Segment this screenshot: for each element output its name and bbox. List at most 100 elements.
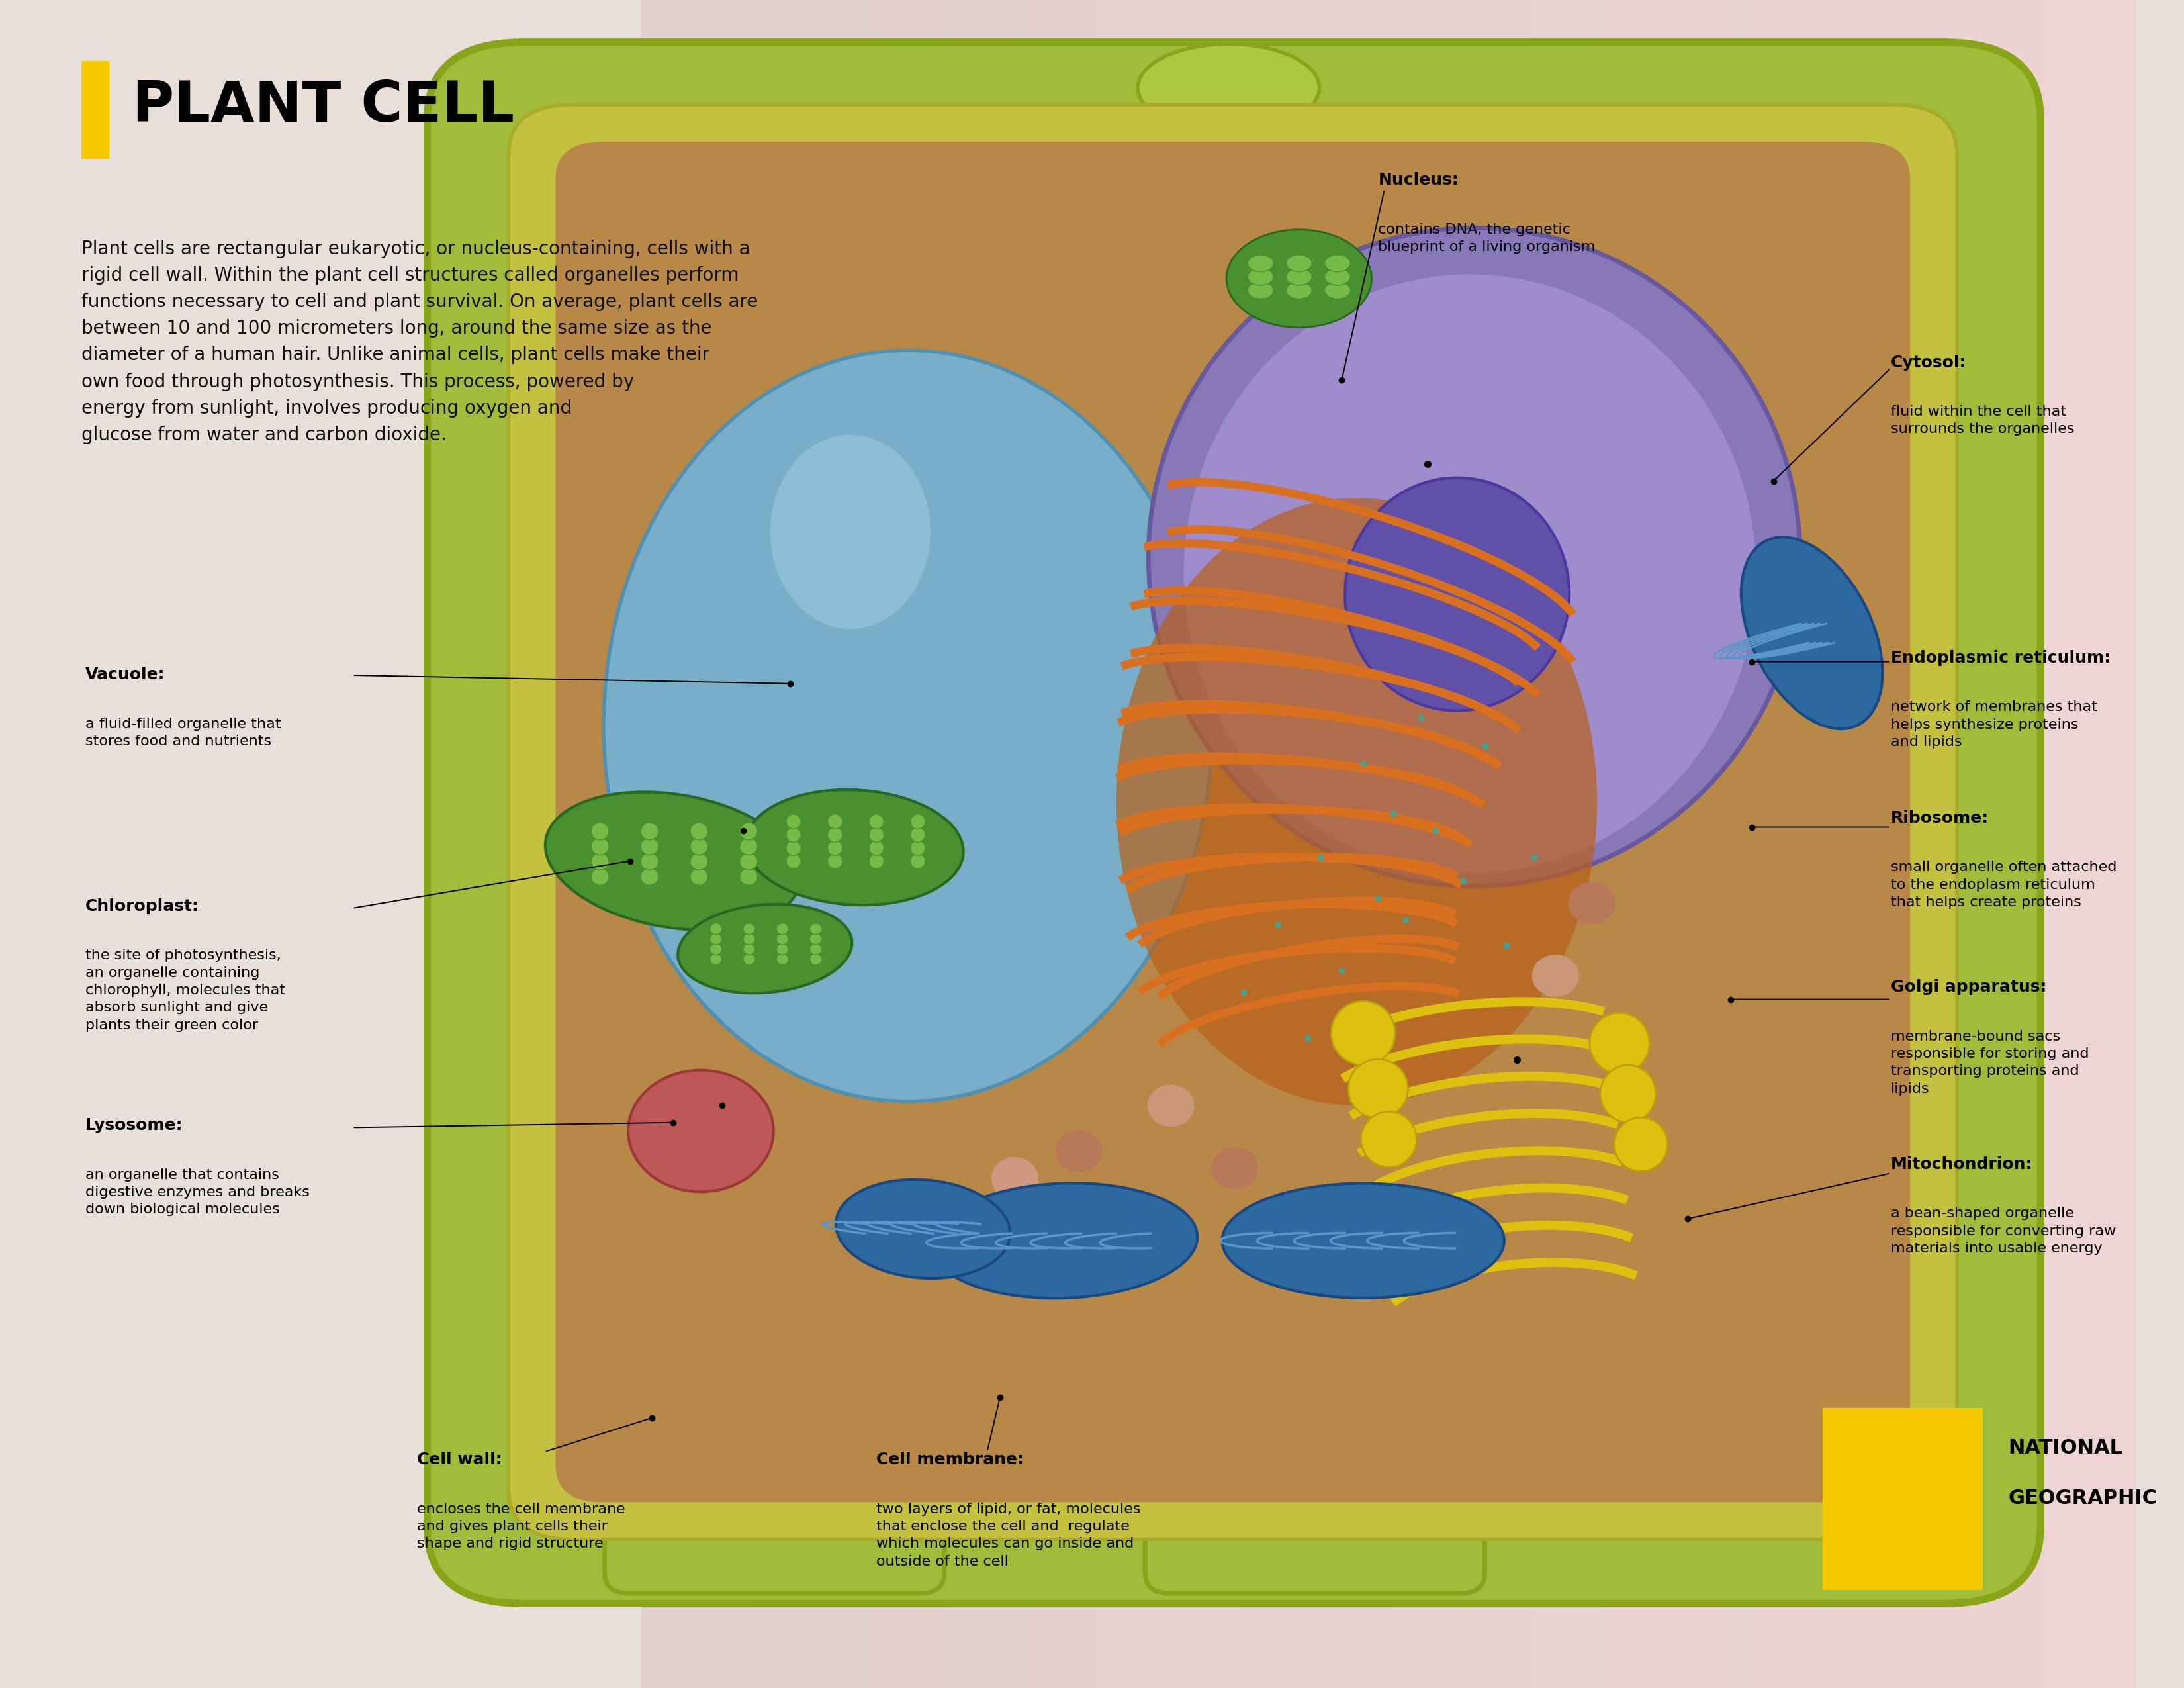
Text: the site of photosynthesis,
an organelle containing
chlorophyll, molecules that
: the site of photosynthesis, an organelle… xyxy=(85,949,286,1031)
Ellipse shape xyxy=(740,822,758,841)
FancyBboxPatch shape xyxy=(1144,1409,1485,1593)
Ellipse shape xyxy=(771,434,930,628)
Ellipse shape xyxy=(592,822,609,841)
Ellipse shape xyxy=(1348,1060,1409,1119)
Ellipse shape xyxy=(1138,44,1319,132)
Ellipse shape xyxy=(1614,1117,1669,1171)
Ellipse shape xyxy=(778,944,788,955)
Ellipse shape xyxy=(1361,1111,1417,1168)
Ellipse shape xyxy=(740,868,758,885)
Ellipse shape xyxy=(911,841,926,856)
Ellipse shape xyxy=(592,852,609,869)
Text: Ribosome:: Ribosome: xyxy=(1891,810,1990,825)
Text: contains DNA, the genetic
blueprint of a living organism: contains DNA, the genetic blueprint of a… xyxy=(1378,223,1594,253)
Ellipse shape xyxy=(869,827,885,842)
Ellipse shape xyxy=(743,933,756,945)
Ellipse shape xyxy=(640,868,657,885)
Ellipse shape xyxy=(810,923,821,935)
Ellipse shape xyxy=(836,1180,1011,1278)
Ellipse shape xyxy=(786,814,802,829)
Ellipse shape xyxy=(828,827,843,842)
Ellipse shape xyxy=(592,837,609,854)
Text: PLANT CELL: PLANT CELL xyxy=(133,79,515,133)
Ellipse shape xyxy=(743,944,756,955)
Ellipse shape xyxy=(911,854,926,869)
Ellipse shape xyxy=(1247,255,1273,272)
Ellipse shape xyxy=(869,854,885,869)
Ellipse shape xyxy=(1286,268,1313,285)
Text: NATIONAL: NATIONAL xyxy=(2009,1438,2123,1457)
Ellipse shape xyxy=(747,790,963,905)
Ellipse shape xyxy=(640,837,657,854)
Ellipse shape xyxy=(1147,1085,1195,1128)
Ellipse shape xyxy=(1149,228,1800,886)
Text: Endoplasmic reticulum:: Endoplasmic reticulum: xyxy=(1891,650,2110,665)
Ellipse shape xyxy=(743,954,756,966)
Ellipse shape xyxy=(1590,1013,1649,1074)
Text: Lysosome:: Lysosome: xyxy=(85,1117,183,1133)
FancyBboxPatch shape xyxy=(605,1409,943,1593)
Text: Vacuole:: Vacuole: xyxy=(85,667,166,682)
Ellipse shape xyxy=(743,923,756,935)
Ellipse shape xyxy=(1326,255,1350,272)
Text: a bean-shaped organelle
responsible for converting raw
materials into usable ene: a bean-shaped organelle responsible for … xyxy=(1891,1207,2116,1256)
Text: Mitochondrion:: Mitochondrion: xyxy=(1891,1156,2033,1171)
FancyBboxPatch shape xyxy=(509,105,1957,1539)
Ellipse shape xyxy=(1247,268,1273,285)
Ellipse shape xyxy=(1326,268,1350,285)
Ellipse shape xyxy=(640,852,657,869)
Ellipse shape xyxy=(810,954,821,966)
Ellipse shape xyxy=(1184,275,1756,874)
Text: a fluid-filled organelle that
stores food and nutrients: a fluid-filled organelle that stores foo… xyxy=(85,717,282,748)
Text: two layers of lipid, or fat, molecules
that enclose the cell and  regulate
which: two layers of lipid, or fat, molecules t… xyxy=(876,1502,1140,1568)
Text: Cytosol:: Cytosol: xyxy=(1891,354,1966,370)
Ellipse shape xyxy=(1601,1065,1655,1123)
Ellipse shape xyxy=(629,1070,773,1192)
Ellipse shape xyxy=(677,905,852,993)
Ellipse shape xyxy=(710,954,721,966)
Ellipse shape xyxy=(786,841,802,856)
Ellipse shape xyxy=(740,837,758,854)
Bar xyxy=(1832,1421,1972,1582)
Ellipse shape xyxy=(1741,537,1883,729)
Text: Plant cells are rectangular eukaryotic, or nucleus-containing, cells with a
rigi: Plant cells are rectangular eukaryotic, … xyxy=(81,240,758,444)
Text: Cell wall:: Cell wall: xyxy=(417,1452,502,1467)
FancyBboxPatch shape xyxy=(555,142,1911,1502)
Ellipse shape xyxy=(911,827,926,842)
Ellipse shape xyxy=(778,923,788,935)
Text: encloses the cell membrane
and gives plant cells their
shape and rigid structure: encloses the cell membrane and gives pla… xyxy=(417,1502,625,1551)
Ellipse shape xyxy=(1345,478,1570,711)
Ellipse shape xyxy=(690,852,708,869)
Text: network of membranes that
helps synthesize proteins
and lipids: network of membranes that helps synthesi… xyxy=(1891,701,2097,749)
Ellipse shape xyxy=(1212,1148,1258,1188)
Text: Nucleus:: Nucleus: xyxy=(1378,172,1459,187)
Bar xyxy=(81,61,109,159)
Ellipse shape xyxy=(546,792,802,930)
Ellipse shape xyxy=(778,954,788,966)
Ellipse shape xyxy=(1326,282,1350,299)
Ellipse shape xyxy=(710,944,721,955)
Ellipse shape xyxy=(828,854,843,869)
Ellipse shape xyxy=(810,933,821,945)
Ellipse shape xyxy=(1568,881,1616,925)
Text: Chloroplast:: Chloroplast: xyxy=(85,898,199,913)
Ellipse shape xyxy=(1330,1001,1396,1065)
Ellipse shape xyxy=(828,841,843,856)
Ellipse shape xyxy=(1247,282,1273,299)
Bar xyxy=(1821,1408,1983,1590)
Ellipse shape xyxy=(690,868,708,885)
Ellipse shape xyxy=(1227,230,1372,327)
Ellipse shape xyxy=(690,837,708,854)
Ellipse shape xyxy=(592,868,609,885)
Ellipse shape xyxy=(778,933,788,945)
Ellipse shape xyxy=(1055,1131,1103,1171)
Ellipse shape xyxy=(786,827,802,842)
Ellipse shape xyxy=(1116,498,1597,1106)
Ellipse shape xyxy=(786,854,802,869)
Ellipse shape xyxy=(640,822,657,841)
Ellipse shape xyxy=(1531,955,1579,996)
Ellipse shape xyxy=(869,841,885,856)
Text: small organelle often attached
to the endoplasm reticulum
that helps create prot: small organelle often attached to the en… xyxy=(1891,861,2116,910)
Ellipse shape xyxy=(930,1183,1197,1298)
Ellipse shape xyxy=(1223,1183,1505,1298)
